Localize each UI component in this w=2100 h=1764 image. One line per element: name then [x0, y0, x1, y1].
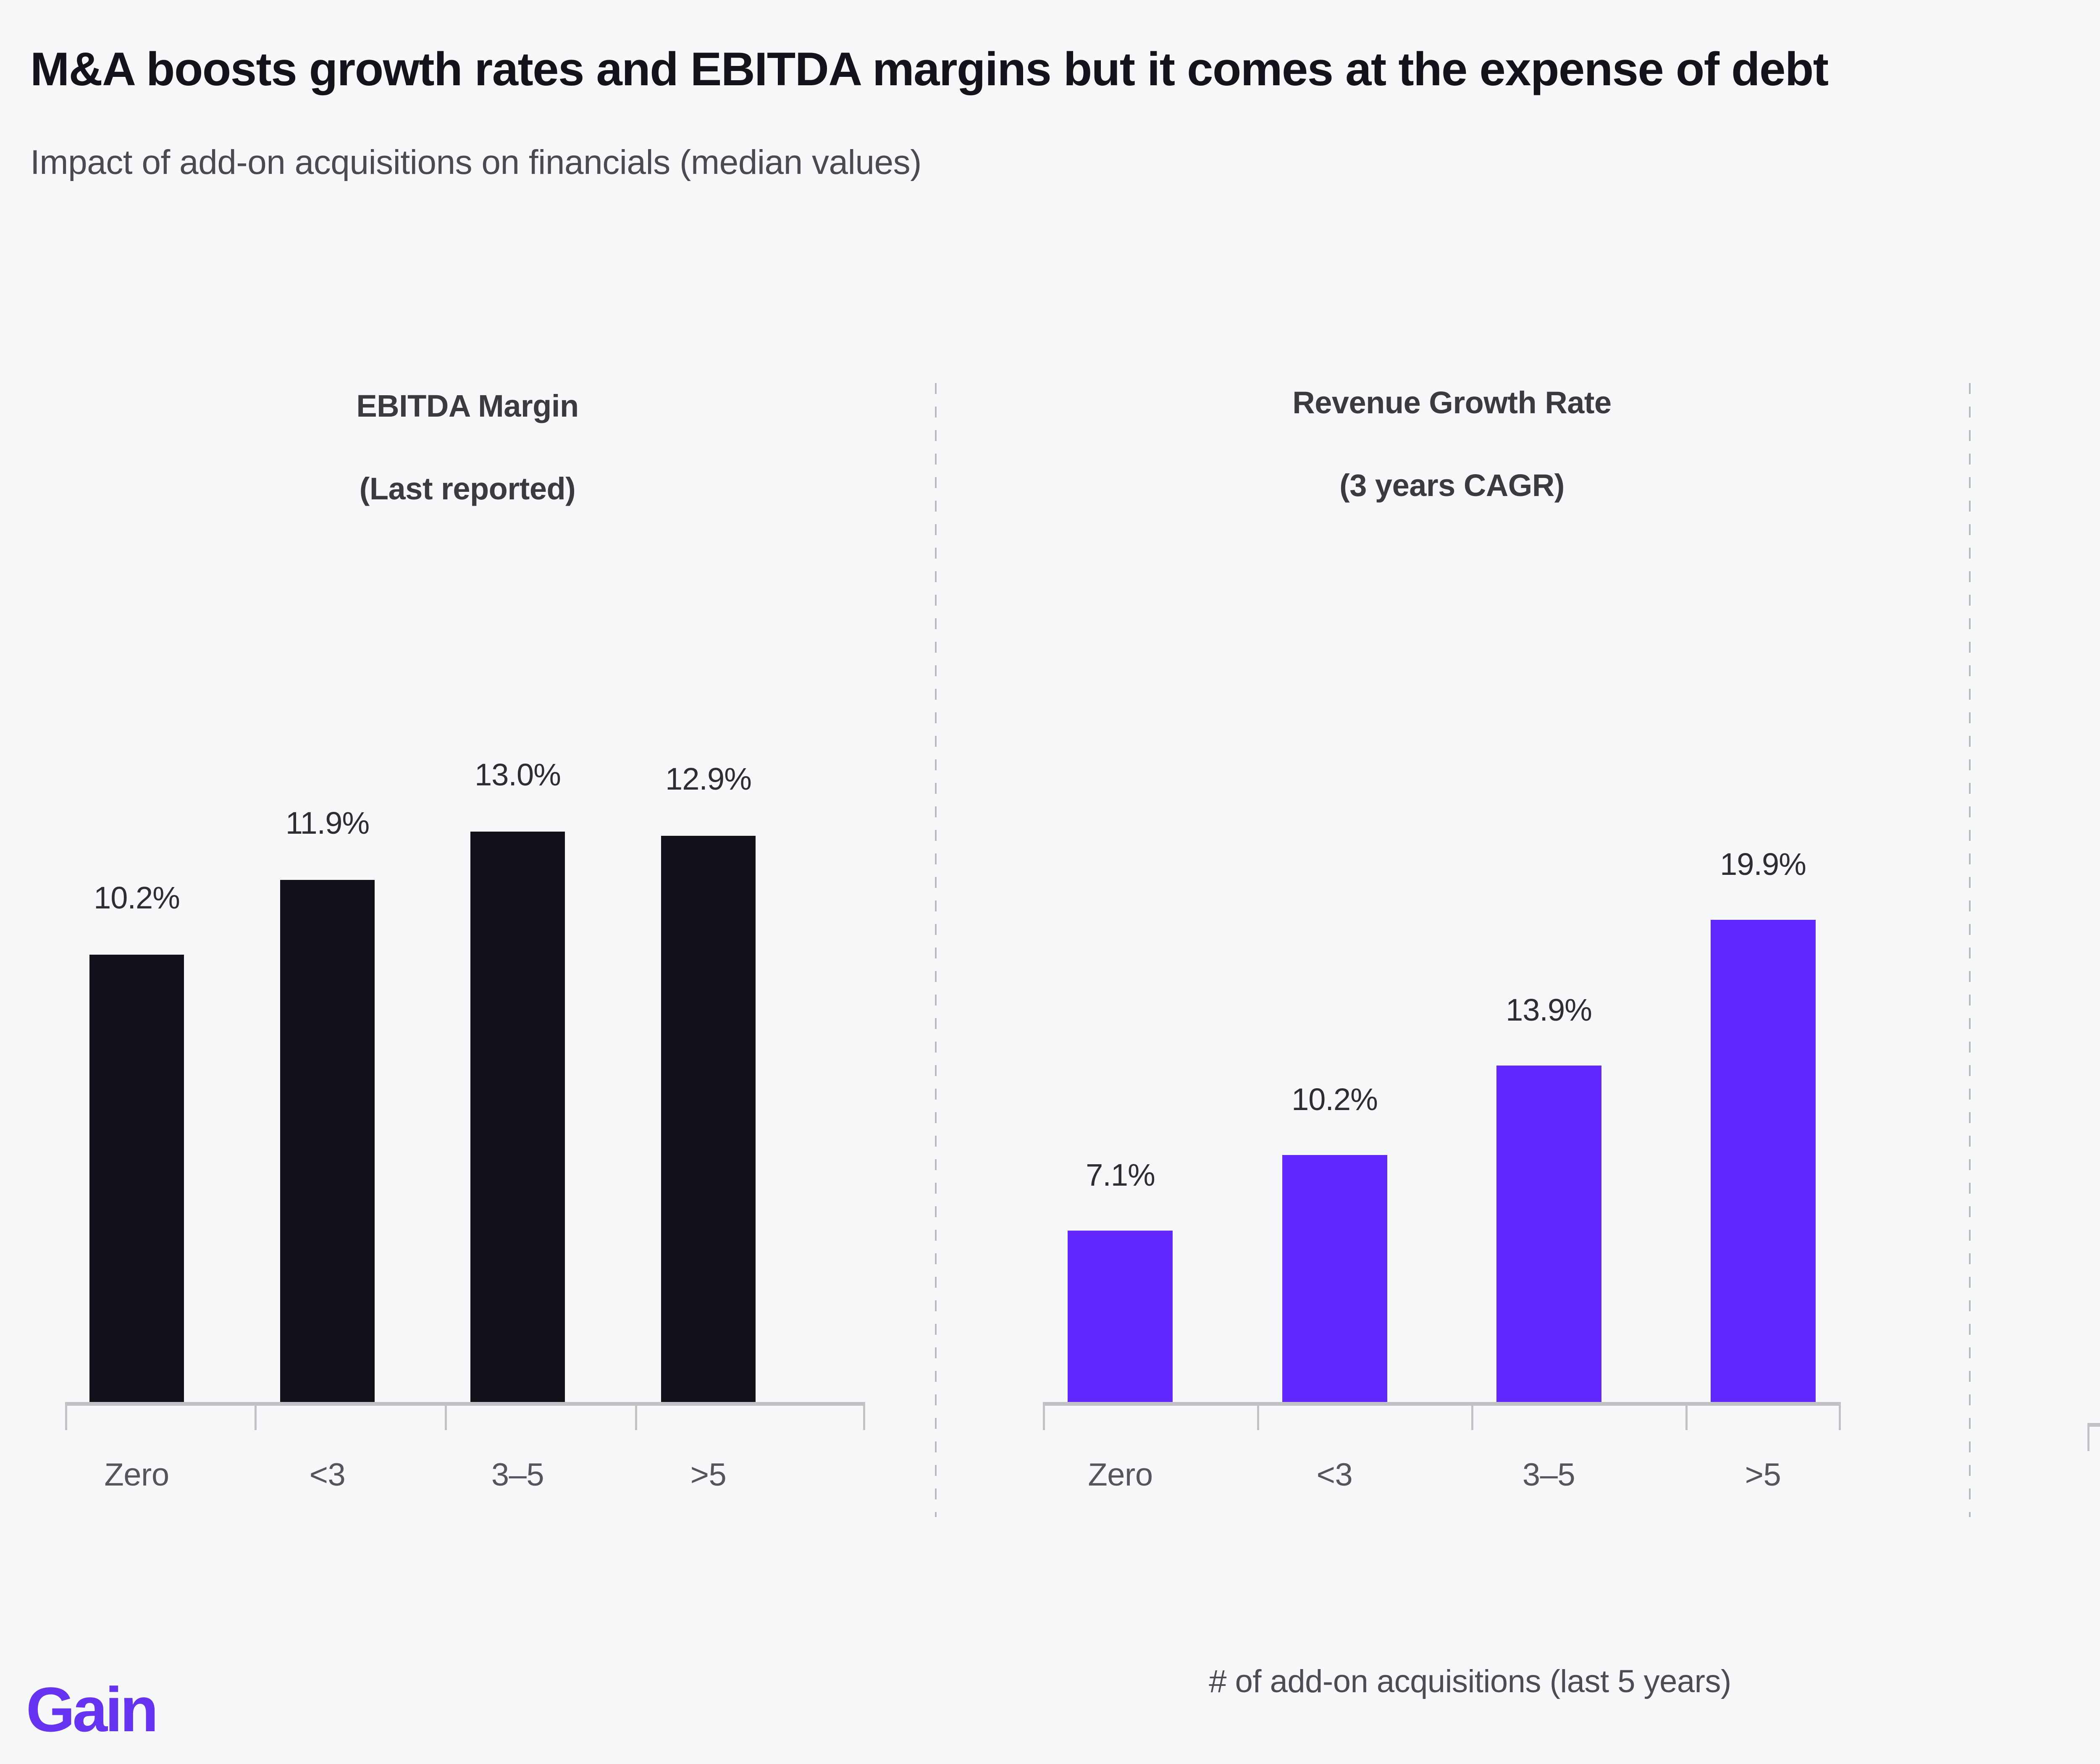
- shared-x-axis-caption: # of add-on acquisitions (last 5 years): [1209, 1664, 1731, 1699]
- bar-value-label: 13.9%: [1506, 992, 1592, 1027]
- axis-tick: [1471, 1406, 1473, 1430]
- bar-value-label: 19.9%: [1720, 847, 1806, 882]
- plot-area-net-debt-ebitda: 0.7x 1.8x 2.6x 3.9x Zero <3 3–5 >5: [1969, 0, 2100, 1764]
- x-axis-label: >5: [690, 1457, 727, 1493]
- axis-tick: [1839, 1406, 1841, 1430]
- x-axis-line: [65, 1402, 865, 1406]
- axis-tick: [445, 1406, 447, 1430]
- panel-title-revenue-growth-rate: Revenue Growth Rate (3 years CAGR): [935, 341, 1969, 507]
- axis-tick: [2087, 1427, 2090, 1451]
- x-axis-line: [1043, 1402, 1841, 1406]
- plot-area-revenue-growth-rate: 7.1% 10.2% 13.9% 19.9% Zero <3 3–5 >5: [935, 0, 1969, 1764]
- page-title: M&A boosts growth rates and EBITDA margi…: [30, 43, 1829, 95]
- panel-revenue-growth-rate: Revenue Growth Rate (3 years CAGR) 7.1% …: [935, 0, 1969, 1764]
- axis-tick: [863, 1406, 865, 1430]
- x-axis-label: >5: [1745, 1457, 1781, 1493]
- bar-value-label: 12.9%: [665, 761, 752, 796]
- bar-value-label: 10.2%: [94, 880, 180, 915]
- axis-tick: [1043, 1406, 1045, 1430]
- panel-title-line2: (Last reported): [359, 471, 576, 507]
- panel-separator-2: [1969, 383, 1971, 1517]
- axis-tick: [255, 1406, 257, 1430]
- bar-zero[interactable]: [89, 955, 184, 1403]
- x-axis-label: Zero: [2055, 1457, 2100, 1494]
- bar-lt3[interactable]: [280, 880, 375, 1403]
- x-axis-label: Zero: [104, 1457, 169, 1493]
- bar-value-label: 0.7x: [2055, 1176, 2100, 1212]
- axis-tick: [635, 1406, 637, 1430]
- gain-logo: Gain: [26, 1674, 158, 1745]
- bar-3to5[interactable]: [1496, 1066, 1601, 1403]
- x-axis-label: 3–5: [1522, 1457, 1575, 1493]
- page-subtitle: Impact of add-on acquisitions on financi…: [30, 143, 921, 181]
- bar-lt3[interactable]: [1282, 1155, 1387, 1403]
- bar-value-label: 7.1%: [1086, 1158, 1155, 1192]
- x-axis-line: [2087, 1423, 2100, 1427]
- plot-area-ebitda-margin: 10.2% 11.9% 13.0% 12.9% Zero <3 3–5 >5: [0, 0, 935, 1764]
- panel-title-line2: (3 years CAGR): [1339, 468, 1564, 503]
- x-axis-label: <3: [309, 1457, 346, 1493]
- x-axis-label: Zero: [1088, 1457, 1153, 1493]
- panel-title-line1: EBITDA Margin: [356, 388, 579, 424]
- panel-net-debt-ebitda: Net Debt / EBITDA (Last reported) 0.7x 1…: [1969, 0, 2100, 1764]
- x-axis-label: 3–5: [491, 1457, 544, 1493]
- x-axis-label: <3: [1316, 1457, 1353, 1493]
- bar-value-label: 13.0%: [475, 757, 561, 792]
- bar-3to5[interactable]: [470, 832, 565, 1403]
- panel-separator-1: [935, 383, 937, 1517]
- panel-title-line1: Revenue Growth Rate: [1292, 385, 1612, 420]
- bar-gt5[interactable]: [1711, 920, 1816, 1403]
- axis-tick: [65, 1406, 67, 1430]
- bar-value-label: 10.2%: [1292, 1082, 1378, 1117]
- bar-zero[interactable]: [1068, 1231, 1173, 1403]
- axis-tick: [1257, 1406, 1259, 1430]
- bar-gt5[interactable]: [661, 836, 756, 1403]
- bar-value-label: 11.9%: [285, 806, 370, 840]
- panel-ebitda-margin: EBITDA Margin (Last reported) 10.2% 11.9…: [0, 0, 935, 1764]
- panel-title-ebitda-margin: EBITDA Margin (Last reported): [0, 344, 935, 510]
- axis-tick: [1685, 1406, 1688, 1430]
